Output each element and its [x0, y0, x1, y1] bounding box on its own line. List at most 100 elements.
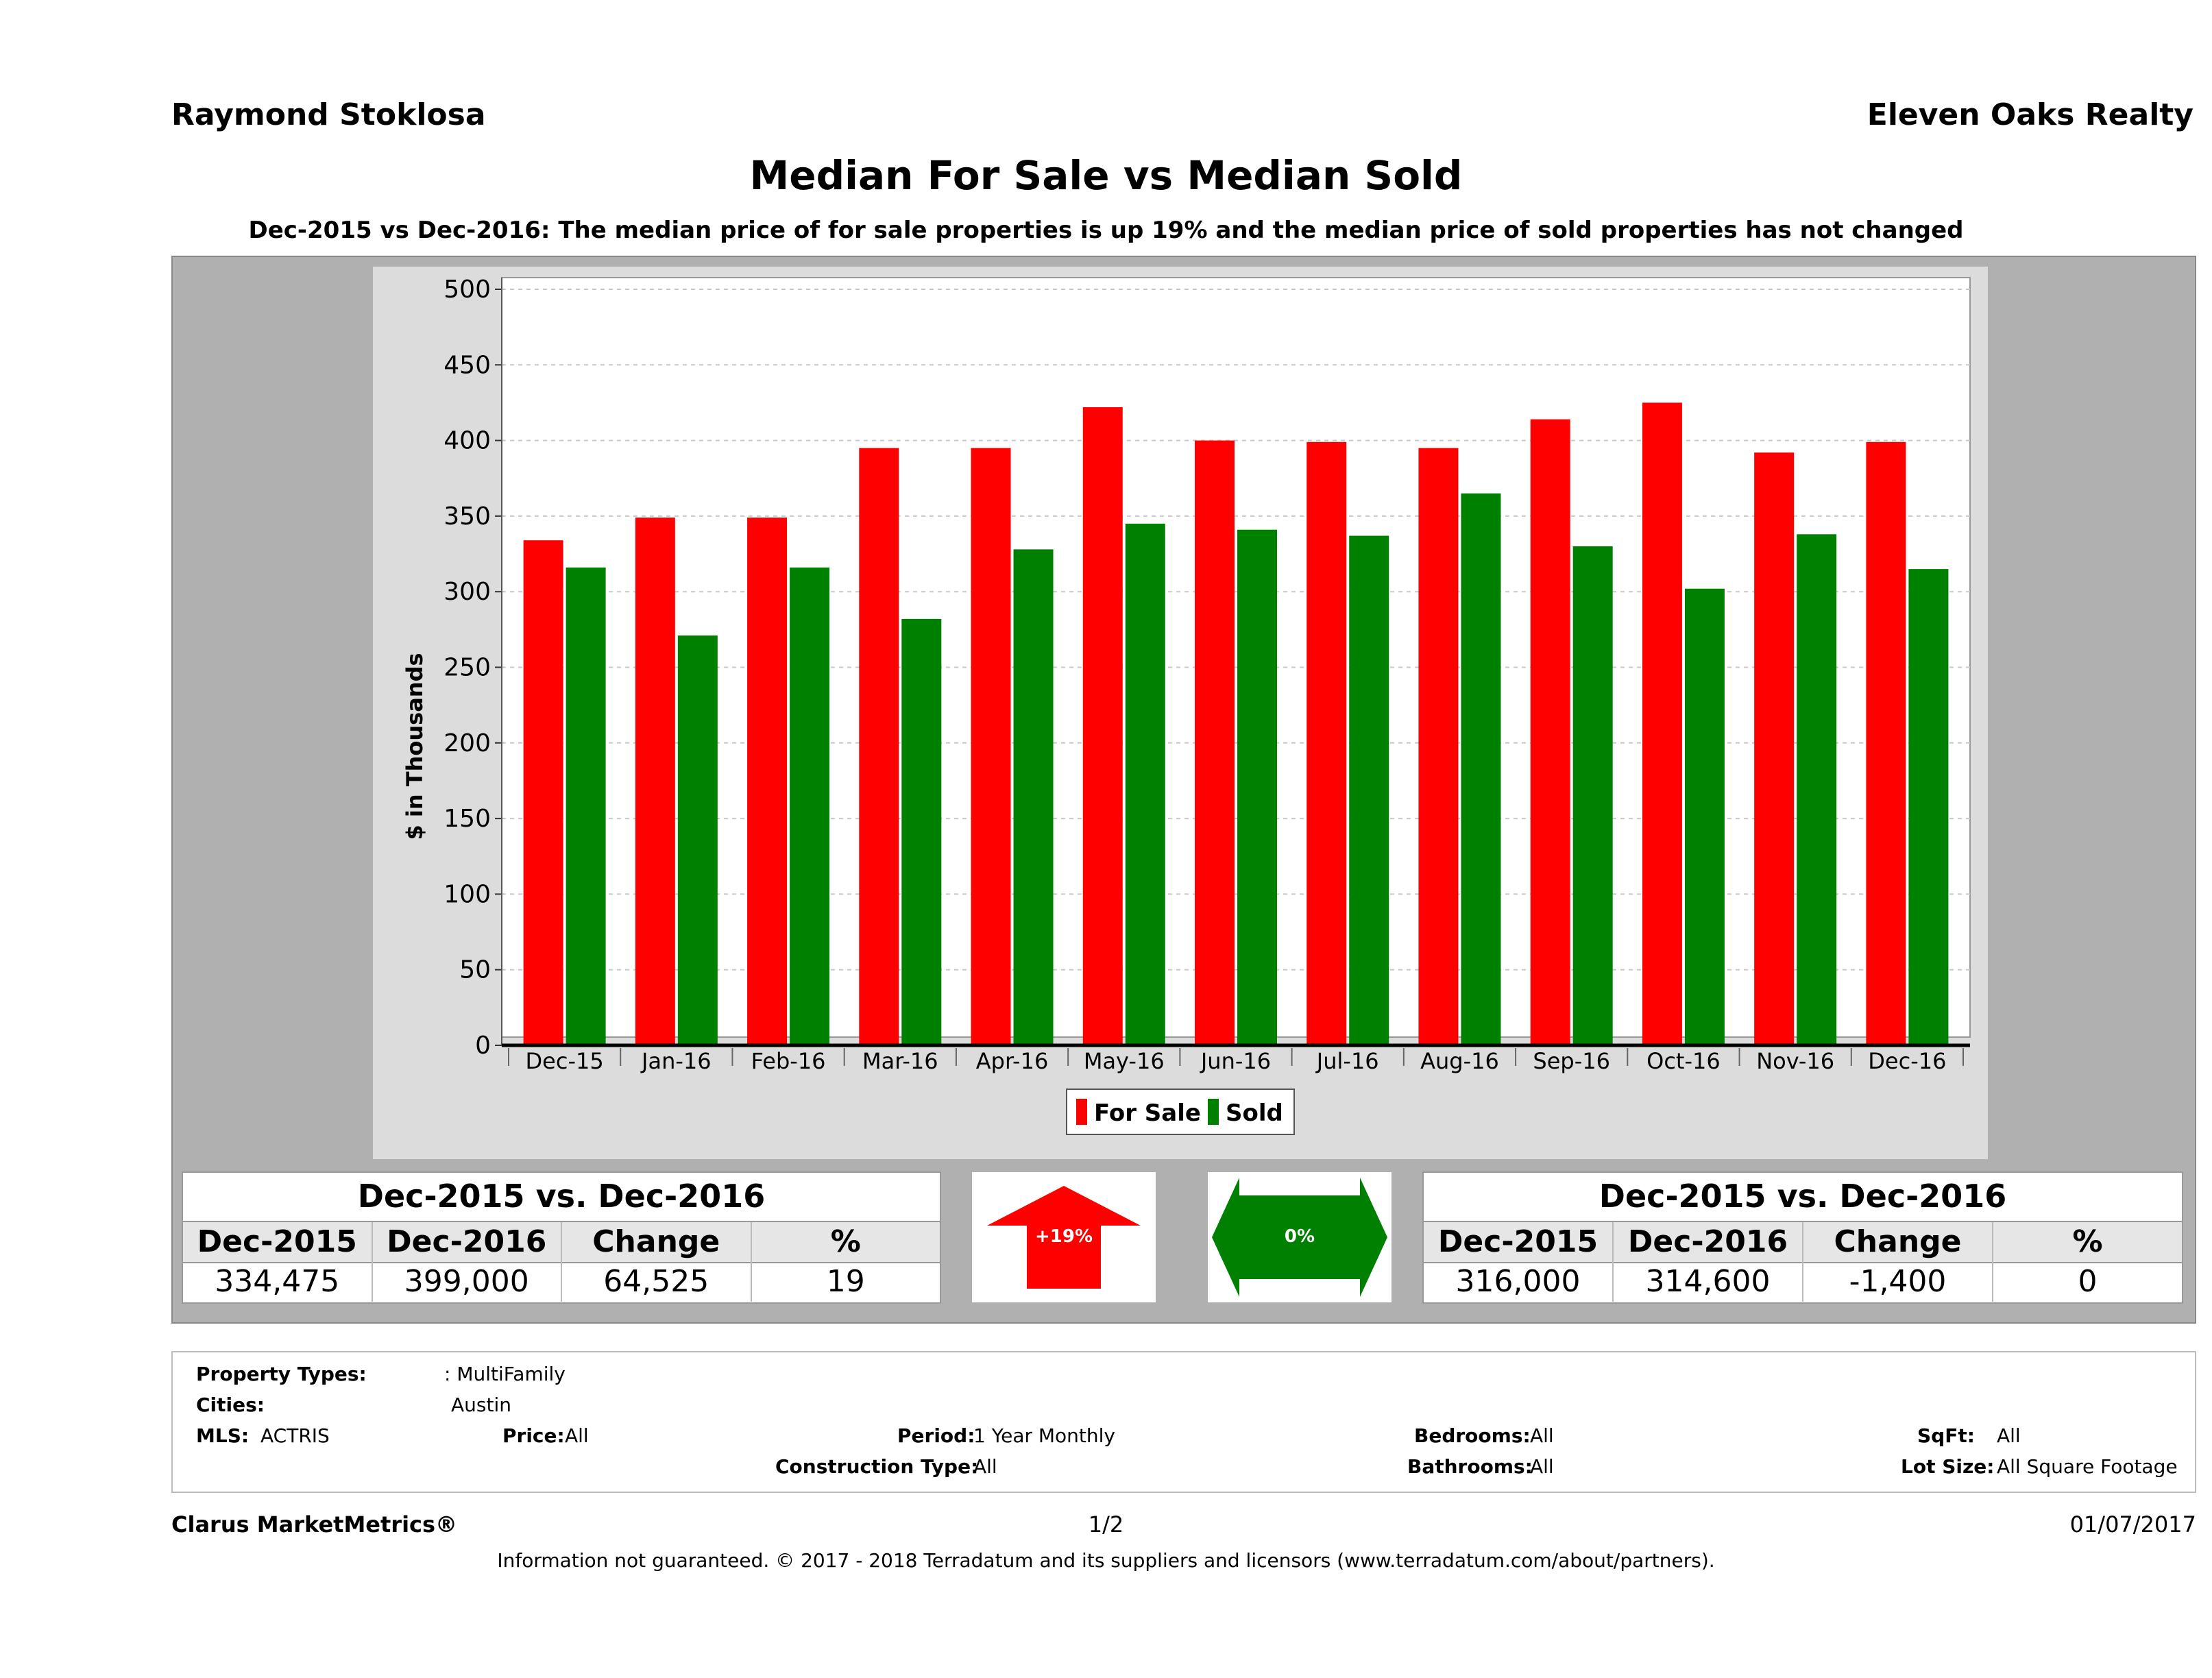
- x-tick-label: Sep-16: [1533, 1048, 1610, 1074]
- col-header: Dec-2015: [183, 1222, 373, 1262]
- bar-for-sale: [1195, 440, 1235, 1045]
- cell-value: 0: [2078, 1264, 2098, 1299]
- bar-sold: [1349, 535, 1389, 1045]
- bar-for-sale: [1754, 452, 1795, 1045]
- cell-value: -1,400: [1803, 1262, 1993, 1302]
- sold-change-text: 0%: [1285, 1226, 1315, 1247]
- sold-change-indicator: 0%: [1208, 1172, 1391, 1302]
- cell-value: 334,475: [183, 1262, 373, 1302]
- cities-value: Austin: [451, 1394, 511, 1416]
- period-value: 1 Year Monthly: [973, 1424, 1116, 1447]
- cell-value: 64,525: [562, 1262, 752, 1302]
- sqft-value: All: [1997, 1424, 2021, 1447]
- bar-sold: [901, 618, 942, 1045]
- chart-subtitle: Dec-2015 vs Dec-2016: The median price o…: [248, 217, 1964, 244]
- legend: For Sale Sold: [1066, 1089, 1295, 1135]
- bedrooms-label: Bedrooms:: [1414, 1424, 1531, 1447]
- legend-swatch-sold: [1208, 1099, 1219, 1125]
- sold-table-header: Dec-2015 Dec-2016 Change %: [1424, 1221, 2182, 1263]
- y-tick-label: 500: [443, 276, 491, 304]
- bar-sold: [1908, 569, 1949, 1045]
- col-header: %: [830, 1224, 861, 1259]
- y-tick-label: 350: [443, 502, 491, 531]
- bar-for-sale: [1306, 441, 1347, 1045]
- double-arrow-icon: 0%: [1212, 1178, 1387, 1297]
- lot-size-label: Lot Size:: [1901, 1455, 1995, 1478]
- company-name: Eleven Oaks Realty: [1867, 97, 2193, 132]
- footer-brand: Clarus MarketMetrics®: [171, 1511, 458, 1537]
- for-sale-table-header: Dec-2015 Dec-2016 Change %: [183, 1221, 940, 1263]
- legend-label-sold: Sold: [1226, 1099, 1283, 1127]
- plot-area: [501, 277, 1971, 1038]
- y-tick-label: 250: [443, 654, 491, 682]
- col-header: Dec-2016: [1614, 1222, 1803, 1262]
- bar-sold: [566, 567, 606, 1045]
- x-tick-label: Jun-16: [1200, 1048, 1271, 1074]
- for-sale-table-values: 334,475 399,000 64,525 19: [183, 1262, 940, 1302]
- y-tick-label: 0: [475, 1032, 491, 1060]
- for-sale-change-indicator: +19%: [972, 1172, 1156, 1302]
- property-types-label: Property Types:: [196, 1363, 367, 1385]
- x-tick-label: Aug-16: [1420, 1048, 1499, 1074]
- bar-for-sale: [1866, 441, 1906, 1045]
- y-axis-label: $ in Thousands: [402, 653, 428, 840]
- for-sale-table-title: Dec-2015 vs. Dec-2016: [357, 1178, 766, 1215]
- mls-value: ACTRIS: [260, 1424, 330, 1447]
- cities-label: Cities:: [196, 1394, 265, 1416]
- x-tick-label: Feb-16: [751, 1048, 826, 1074]
- bar-for-sale: [523, 540, 563, 1045]
- construction-value: All: [973, 1455, 997, 1478]
- sold-table-title: Dec-2015 vs. Dec-2016: [1599, 1178, 2007, 1215]
- bar-for-sale: [1082, 407, 1123, 1045]
- x-axis: Dec-15 Jan-16 Feb-16 Mar-16 Apr-16 May-16 Jun-…: [502, 1043, 1970, 1074]
- bar-for-sale: [971, 448, 1011, 1045]
- bar-sold: [1797, 534, 1837, 1045]
- up-arrow-icon: +19%: [987, 1186, 1141, 1289]
- cell-value: 314,600: [1614, 1262, 1803, 1302]
- bar-for-sale: [859, 448, 899, 1045]
- bar-chart: 0 50 100 150 200 250 300 350 400 450 500 Dec-15 Jan…: [402, 276, 1971, 1135]
- col-header: Change: [1803, 1222, 1993, 1262]
- bar-sold: [790, 567, 830, 1045]
- period-label: Period:: [897, 1424, 975, 1447]
- x-tick-label: May-16: [1084, 1048, 1165, 1074]
- disclaimer: Information not guaranteed. © 2017 - 201…: [497, 1549, 1715, 1572]
- y-tick-label: 150: [443, 805, 491, 833]
- y-tick-label: 400: [443, 427, 491, 455]
- bathrooms-value: All: [1530, 1455, 1554, 1478]
- bedrooms-value: All: [1530, 1424, 1554, 1447]
- mls-label: MLS:: [196, 1424, 250, 1447]
- gridlines: [502, 289, 1970, 971]
- for-sale-change-text: +19%: [1035, 1226, 1093, 1247]
- y-tick-label: 450: [443, 351, 491, 379]
- bars: [523, 402, 1949, 1045]
- y-tick-label: 100: [443, 880, 491, 908]
- bar-sold: [1572, 546, 1613, 1045]
- sold-table-values: 316,000 314,600 -1,400 0: [1424, 1262, 2182, 1302]
- bar-for-sale: [1530, 419, 1570, 1045]
- bar-sold: [1125, 523, 1165, 1045]
- page-number: 1/2: [1088, 1511, 1124, 1537]
- x-tick-label: Dec-16: [1868, 1048, 1946, 1074]
- x-tick-label: Dec-15: [526, 1048, 604, 1074]
- chart-title: Median For Sale vs Median Sold: [749, 152, 1463, 199]
- col-header: %: [2072, 1224, 2103, 1259]
- footer-date: 01/07/2017: [2069, 1511, 2196, 1537]
- lot-size-value: All Square Footage: [1997, 1455, 2178, 1478]
- x-tick-label: Oct-16: [1646, 1048, 1721, 1074]
- x-tick-label: Mar-16: [862, 1048, 938, 1074]
- x-tick-label: Jan-16: [640, 1048, 712, 1074]
- construction-label: Construction Type:: [775, 1455, 979, 1478]
- x-tick-label: Apr-16: [976, 1048, 1049, 1074]
- cell-value: 399,000: [373, 1262, 562, 1302]
- x-tick-label: Nov-16: [1756, 1048, 1834, 1074]
- bar-for-sale: [1642, 402, 1682, 1045]
- bar-sold: [1013, 549, 1054, 1045]
- col-header: Dec-2016: [373, 1222, 562, 1262]
- cell-value: 19: [826, 1264, 865, 1299]
- sqft-label: SqFt:: [1917, 1424, 1975, 1447]
- y-tick-label: 200: [443, 729, 491, 757]
- col-header: Change: [562, 1222, 752, 1262]
- col-header: Dec-2015: [1424, 1222, 1614, 1262]
- y-axis: 0 50 100 150 200 250 300 350 400 450 500: [443, 276, 502, 1060]
